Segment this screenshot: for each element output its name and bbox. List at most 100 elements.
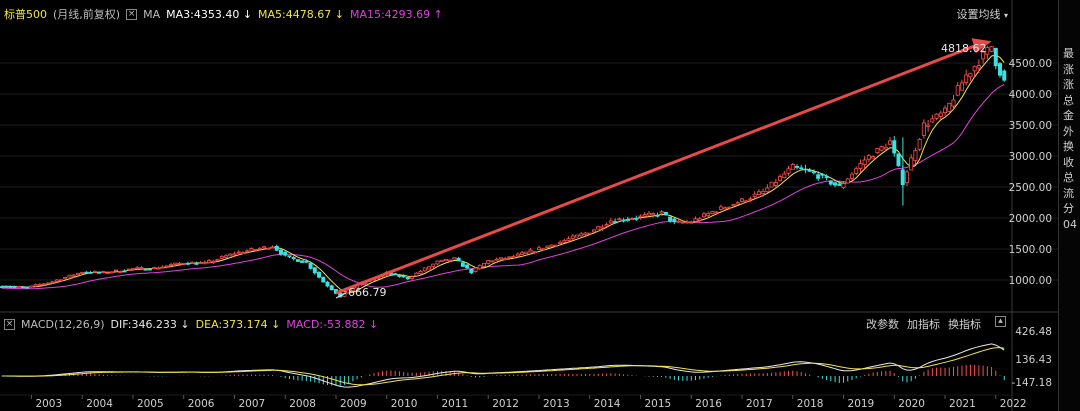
candle-body	[67, 274, 72, 278]
candle-body	[570, 235, 575, 239]
time-tick-label: 2017	[746, 398, 773, 410]
candle-body	[896, 153, 901, 167]
candle-body	[917, 138, 922, 150]
candle-body	[350, 287, 355, 292]
candle-body	[71, 274, 76, 277]
ma5-path	[1, 54, 1005, 294]
candle-body	[786, 168, 791, 174]
candle-body	[993, 47, 998, 67]
candle-body	[405, 277, 410, 280]
candle-body	[761, 190, 766, 194]
time-tick-label: 2007	[238, 398, 265, 410]
time-tick-label: 2013	[543, 398, 570, 410]
candle-body	[904, 171, 909, 184]
ma3-label: MA3:4353.40 ↓	[166, 7, 253, 21]
candle-body	[968, 72, 973, 78]
price-tick-label: 4500.00	[1009, 58, 1052, 70]
candle-body	[981, 51, 986, 60]
switch-indicator-button[interactable]: 换指标	[948, 318, 981, 331]
candle-body	[270, 246, 275, 249]
candle-body	[346, 289, 351, 294]
candle-body	[410, 276, 415, 279]
candle-body	[245, 250, 250, 253]
candle-body	[33, 284, 38, 287]
candle-body	[930, 118, 935, 123]
low-annotation: 666.79	[348, 286, 387, 299]
candle-body	[807, 169, 812, 172]
candle-body	[211, 260, 216, 263]
candle-body	[744, 200, 749, 203]
candle-body	[325, 281, 330, 287]
candle-body	[803, 168, 808, 171]
candle-body	[663, 211, 668, 216]
candle-body	[591, 229, 596, 233]
candle-body	[828, 180, 833, 185]
settings-ma-button[interactable]: 设置均线 ▾	[956, 6, 1008, 22]
candle-body	[219, 256, 224, 259]
candle-body	[858, 163, 863, 169]
time-tick-label: 2004	[86, 398, 113, 410]
collapse-icon[interactable]: ▴	[995, 316, 1006, 327]
candle-body	[308, 262, 313, 269]
macd-tick-label: 426.48	[1015, 326, 1052, 338]
candle-body	[596, 226, 601, 230]
candle-body	[549, 244, 554, 247]
candle-body	[998, 63, 1003, 76]
side-panel-item: 涨	[1063, 78, 1074, 91]
candle-body	[329, 285, 334, 291]
candle-body	[566, 238, 571, 241]
candle-body	[1002, 70, 1007, 81]
candle-body	[778, 176, 783, 182]
time-tick-label: 2012	[492, 398, 519, 410]
candle-body	[448, 259, 453, 262]
time-tick-label: 2008	[289, 398, 316, 410]
candle-body	[718, 206, 723, 210]
candle-body	[29, 285, 34, 288]
candle-body	[0, 286, 4, 289]
time-tick-label: 2021	[949, 398, 976, 410]
candle-body	[486, 260, 491, 264]
candle-body	[46, 282, 51, 285]
candle-body	[989, 46, 994, 52]
candle-body	[439, 259, 444, 262]
close-icon[interactable]: ×	[126, 8, 138, 20]
candle-body	[139, 267, 144, 269]
candle-body	[443, 258, 448, 262]
candle-body	[972, 65, 977, 72]
ma15-label: MA15:4293.69 ↑	[349, 7, 443, 21]
candle-body	[465, 264, 470, 269]
side-panel-item: 总	[1063, 93, 1074, 107]
time-tick-label: 2015	[645, 398, 672, 410]
candle-body	[934, 113, 939, 119]
macd-tick-label: -147.18	[1011, 377, 1052, 389]
candle-body	[92, 271, 97, 273]
price-axis: 1000.00 1500.00 2000.00 2500.00 3000.00 3500.…	[1009, 58, 1052, 287]
candle-body	[888, 140, 893, 145]
macd-value-label: MACD:-53.882 ↓	[286, 317, 379, 331]
settings-ma-label: 设置均线	[956, 8, 1001, 21]
candle-body	[473, 267, 478, 272]
candle-body	[253, 248, 258, 251]
candle-body	[879, 146, 884, 151]
time-tick-label: 2019	[848, 398, 875, 410]
close-icon[interactable]: ×	[4, 318, 15, 330]
candle-body	[655, 214, 660, 217]
candle-body	[12, 286, 17, 288]
time-tick-label: 2005	[137, 398, 164, 410]
candle-body	[321, 276, 326, 283]
candle-body	[833, 182, 838, 186]
candle-body	[494, 258, 499, 261]
dif-line	[1, 343, 1005, 388]
candle-body	[545, 245, 550, 248]
candle-body	[782, 173, 787, 179]
candle-body	[418, 270, 423, 275]
price-tick-label: 3500.00	[1009, 120, 1052, 132]
change-params-button[interactable]: 改参数	[866, 318, 899, 331]
candle-body	[169, 264, 174, 267]
add-indicator-button[interactable]: 加指标	[907, 318, 940, 331]
candle-body	[575, 234, 580, 238]
candle-body	[37, 283, 42, 286]
candle-body	[976, 65, 981, 69]
time-tick-label: 2018	[797, 398, 824, 410]
